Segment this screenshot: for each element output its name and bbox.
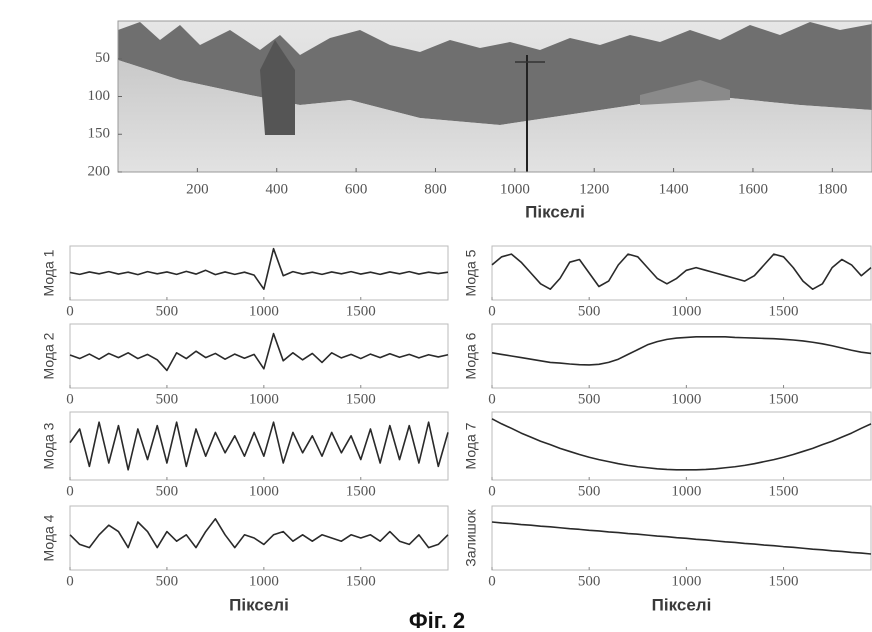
x-tick-label: 1500	[346, 303, 376, 319]
x-tick-label: 1000	[671, 483, 701, 499]
x-tick-label: 0	[66, 573, 74, 589]
x-tick-label: 400	[265, 181, 288, 197]
x-tick-label: 500	[578, 391, 601, 407]
x-tick-label: 0	[488, 573, 496, 589]
figure: Фіг. 2 200400600800100012001400160018005…	[0, 0, 872, 632]
x-tick-label: 1000	[500, 181, 530, 197]
x-tick-label: 1500	[769, 483, 799, 499]
x-tick-label: 500	[578, 303, 601, 319]
x-tick-label: 800	[424, 181, 447, 197]
y-axis-label: Мода 2	[41, 332, 57, 379]
x-tick-label: 200	[186, 181, 209, 197]
x-tick-label: 1500	[769, 573, 799, 589]
x-tick-label: 500	[156, 573, 179, 589]
panel-frame	[492, 324, 871, 388]
y-axis-label: Мода 1	[41, 249, 57, 296]
x-tick-label: 1500	[346, 573, 376, 589]
x-tick-label: 1500	[346, 483, 376, 499]
x-tick-label: 0	[488, 391, 496, 407]
y-tick-label: 200	[88, 163, 111, 179]
x-tick-label: 500	[156, 483, 179, 499]
y-axis-label: Мода 4	[41, 514, 57, 561]
x-tick-label: 1500	[346, 391, 376, 407]
x-tick-label: 500	[578, 573, 601, 589]
x-tick-label: 1000	[671, 391, 701, 407]
signal-line	[492, 337, 871, 365]
y-axis-label: Мода 5	[463, 249, 479, 296]
x-tick-label: 1000	[249, 483, 279, 499]
x-tick-label: 500	[156, 303, 179, 319]
x-axis-label: Пікселі	[229, 595, 289, 614]
photo	[118, 21, 872, 172]
x-tick-label: 1000	[671, 303, 701, 319]
x-tick-label: 1000	[249, 391, 279, 407]
figure-caption: Фіг. 2	[409, 608, 465, 632]
x-tick-label: 500	[156, 391, 179, 407]
x-tick-label: 1000	[671, 573, 701, 589]
x-tick-label: 0	[488, 303, 496, 319]
y-tick-label: 50	[95, 50, 110, 66]
x-tick-label: 1200	[579, 181, 609, 197]
x-tick-label: 1000	[249, 303, 279, 319]
x-tick-label: 1800	[817, 181, 847, 197]
x-tick-label: 0	[488, 483, 496, 499]
x-tick-label: 1600	[738, 181, 768, 197]
signal-line	[70, 334, 448, 371]
x-tick-label: 0	[66, 303, 74, 319]
signal-line	[70, 249, 448, 290]
y-tick-label: 100	[88, 88, 111, 104]
x-tick-label: 1000	[249, 573, 279, 589]
y-tick-label: 150	[88, 126, 111, 142]
y-axis-label: Мода 6	[463, 332, 479, 379]
panel-frame	[492, 246, 871, 300]
y-axis-label: Залишок	[463, 508, 479, 566]
signal-line	[492, 254, 871, 289]
y-axis-label: Мода 3	[41, 422, 57, 469]
signal-line	[70, 519, 448, 548]
x-tick-label: 0	[66, 391, 74, 407]
x-tick-label: 500	[578, 483, 601, 499]
x-tick-label: 600	[345, 181, 368, 197]
panel-frame	[70, 324, 448, 388]
signal-line	[492, 419, 871, 470]
signal-line	[492, 522, 871, 554]
x-axis-label: Пікселі	[525, 202, 585, 221]
x-tick-label: 0	[66, 483, 74, 499]
x-tick-label: 1400	[659, 181, 689, 197]
panel-frame	[70, 506, 448, 570]
x-axis-label: Пікселі	[652, 595, 712, 614]
signal-line	[70, 422, 448, 470]
page: {"chart_data": [ {"type": "image", "xlab…	[0, 0, 872, 632]
y-axis-label: Мода 7	[463, 422, 479, 469]
x-tick-label: 1500	[769, 303, 799, 319]
x-tick-label: 1500	[769, 391, 799, 407]
